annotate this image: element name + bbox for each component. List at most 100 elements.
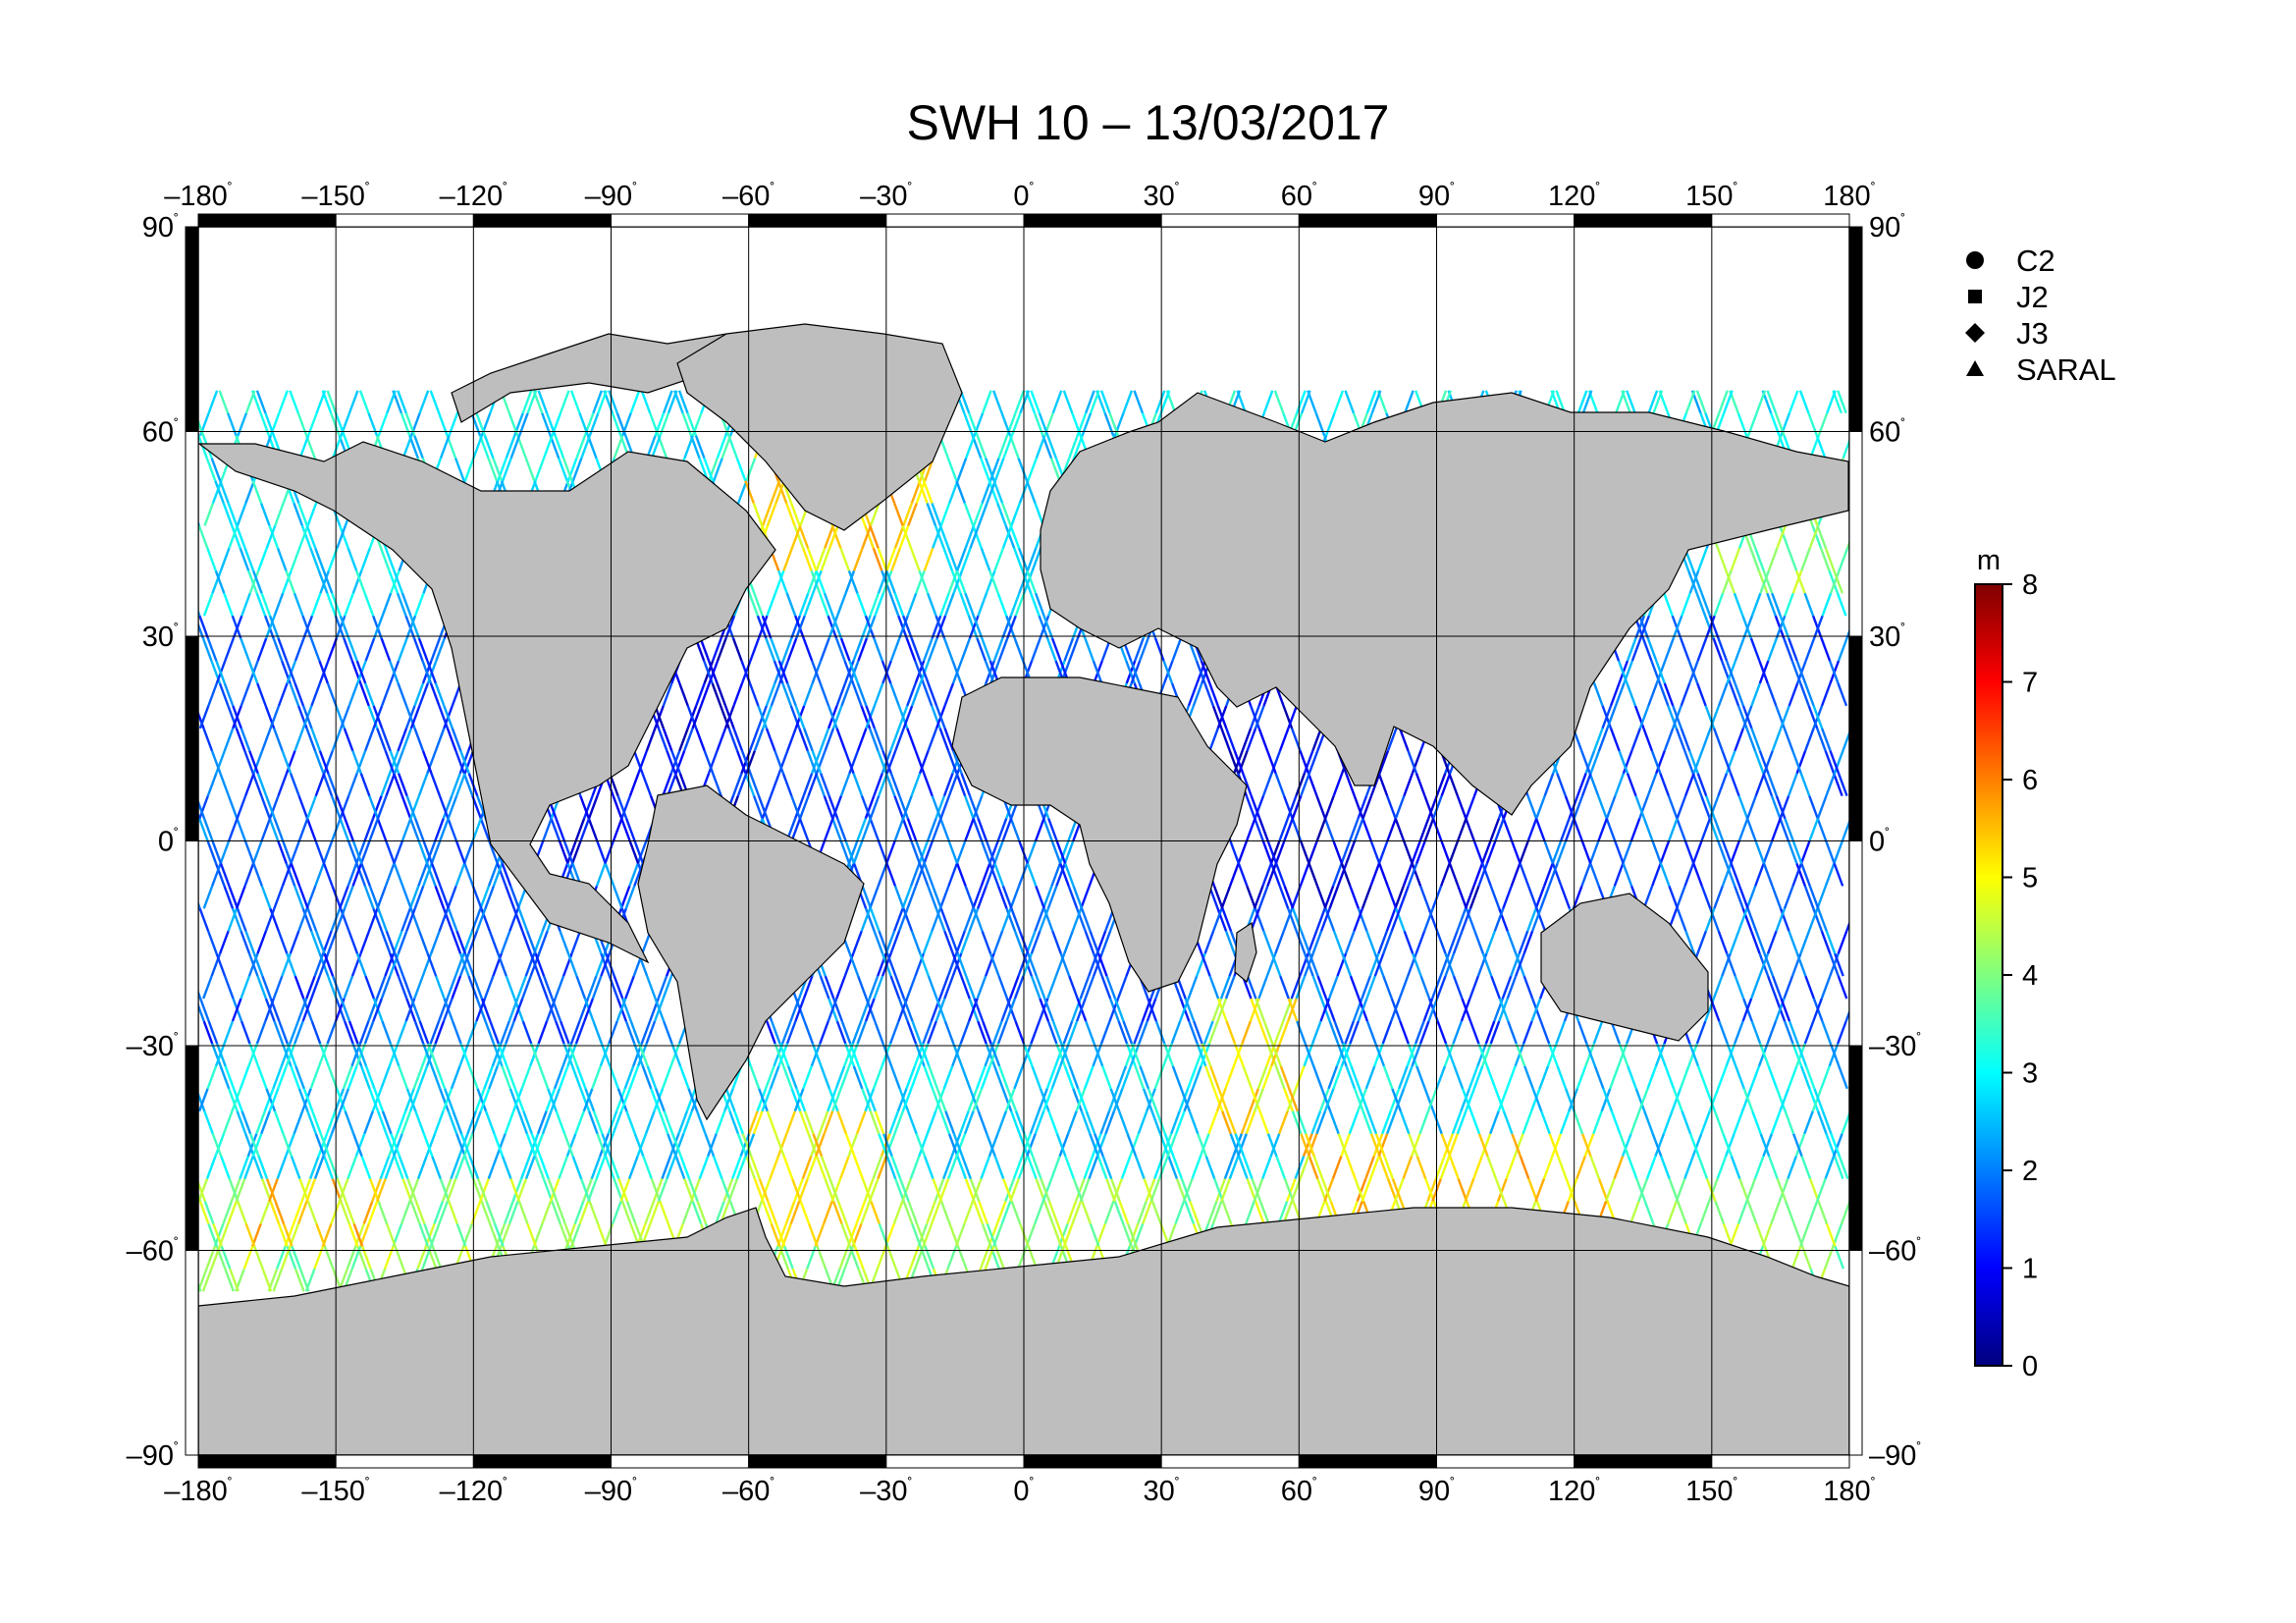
latitude-labels: 90˚ 90˚ 60˚ 60˚ 30˚ 30˚ 0˚ 0˚ –30˚ –30˚ –60˚ –60˚ –9… (127, 212, 1922, 1472)
frame-segment (1023, 213, 1162, 228)
frame-segment (335, 1454, 474, 1469)
frame-segment (1848, 431, 1863, 637)
lat-tick-label-left: –60˚ (127, 1236, 179, 1268)
frame-segment (885, 213, 1025, 228)
lon-tick-label-top: 30˚ (1144, 181, 1180, 212)
lat-tick-label-right: 60˚ (1869, 417, 1905, 449)
colorbar-tick-label: 4 (2022, 960, 2038, 992)
lon-tick-label-bottom: 30˚ (1144, 1476, 1180, 1507)
map-border (185, 213, 1863, 1469)
land-south-america (637, 784, 865, 1121)
legend-label: C2 (2016, 243, 2056, 278)
lat-tick-label-right: –30˚ (1869, 1031, 1921, 1062)
land-madagascar (1234, 921, 1257, 984)
colorbar-tick-label: 0 (2022, 1351, 2038, 1382)
frame-segment (335, 213, 474, 228)
land-australia (1540, 893, 1709, 1042)
lat-tick-label-left: –90˚ (127, 1440, 179, 1472)
lon-tick-label-top: –30˚ (860, 181, 912, 212)
frame-segment (1298, 1454, 1438, 1469)
colorbar-tick-label: 1 (2022, 1254, 2038, 1285)
land-north-america (198, 441, 776, 964)
colorbar-gradient (1974, 583, 2003, 1367)
legend-square-icon (1968, 290, 1982, 303)
frame-segment (1023, 1454, 1162, 1469)
lon-tick-label-bottom: 90˚ (1418, 1476, 1455, 1507)
swh-colorbar: m 0 1 2 3 4 5 6 7 8 (1974, 545, 2038, 1382)
frame-segment (1574, 1454, 1713, 1469)
frame-segment (1160, 1454, 1300, 1469)
legend-triangle-icon (1966, 360, 1984, 376)
frame-segment (1848, 635, 1863, 841)
frame-segment (197, 1454, 337, 1469)
lon-tick-label-top: 150˚ (1685, 181, 1737, 212)
lat-tick-label-left: 30˚ (142, 622, 179, 653)
lat-tick-label-left: 90˚ (142, 212, 179, 243)
legend-label: J3 (2016, 316, 2049, 351)
lon-tick-label-top: 0˚ (1013, 181, 1034, 212)
frame-segment (611, 213, 750, 228)
lat-tick-label-left: 0˚ (158, 827, 179, 858)
lat-tick-label-right: 30˚ (1869, 622, 1905, 653)
map-title: SWH 10 – 13/03/2017 (906, 95, 1390, 150)
colorbar-tick-label: 7 (2022, 668, 2038, 699)
legend-circle-icon (1966, 251, 1984, 269)
colorbar-tick-label: 8 (2022, 569, 2038, 601)
legend-label: J2 (2016, 280, 2049, 314)
frame-segment (1848, 1250, 1863, 1456)
lon-tick-label-top: 120˚ (1548, 181, 1600, 212)
lon-tick-label-bottom: –180˚ (164, 1476, 233, 1507)
lon-tick-label-top: 90˚ (1418, 181, 1455, 212)
frame-segment (748, 1454, 887, 1469)
frame-segment (1848, 226, 1863, 432)
legend-diamond-icon (1965, 323, 1985, 343)
lon-tick-label-top: –90˚ (585, 181, 637, 212)
colorbar-tick-label: 2 (2022, 1156, 2038, 1187)
lon-tick-label-bottom: –30˚ (860, 1476, 912, 1507)
lat-tick-label-left: –30˚ (127, 1031, 179, 1062)
frame-segment (185, 431, 199, 637)
colorbar-tick-label: 6 (2022, 765, 2038, 796)
lon-tick-label-bottom: 150˚ (1685, 1476, 1737, 1507)
lon-tick-label-top: –180˚ (164, 181, 233, 212)
frame-segment (185, 1250, 199, 1456)
land-eurasia (1040, 392, 1849, 816)
frame-segment (197, 213, 337, 228)
colorbar-tick-label: 3 (2022, 1058, 2038, 1090)
lon-tick-label-top: 180˚ (1823, 181, 1875, 212)
frame-segment (1848, 1045, 1863, 1251)
frame-segment (185, 840, 199, 1047)
frame-segment (885, 1454, 1025, 1469)
frame-segment (611, 1454, 750, 1469)
frame-segment (185, 635, 199, 841)
lon-tick-label-bottom: –60˚ (722, 1476, 774, 1507)
frame-segment (1160, 213, 1300, 228)
colorbar-unit-label: m (1977, 545, 2001, 576)
frame-segment (472, 213, 613, 228)
frame-segment (1574, 213, 1713, 228)
lat-tick-label-left: 60˚ (142, 417, 179, 449)
lon-tick-label-top: 60˚ (1281, 181, 1317, 212)
lon-tick-label-bottom: 120˚ (1548, 1476, 1600, 1507)
lon-tick-label-bottom: –90˚ (585, 1476, 637, 1507)
frame-segment (748, 213, 887, 228)
lat-tick-label-right: –90˚ (1869, 1440, 1921, 1472)
lon-tick-label-bottom: –120˚ (440, 1476, 508, 1507)
longitude-labels: –180˚ –180˚ –150˚ –150˚ –120˚ –120˚ –90˚ –90˚ –6… (164, 181, 1875, 1507)
frame-segment (1711, 1454, 1850, 1469)
lat-tick-label-right: –60˚ (1869, 1236, 1921, 1268)
lon-tick-label-top: –120˚ (440, 181, 508, 212)
frame-segment (1436, 213, 1575, 228)
legend-label: SARAL (2016, 352, 2116, 387)
land-africa (951, 676, 1248, 993)
lon-tick-label-bottom: 180˚ (1823, 1476, 1875, 1507)
frame-segment (1711, 213, 1850, 228)
lon-tick-label-top: –150˚ (301, 181, 370, 212)
frame-segment (1436, 1454, 1575, 1469)
lon-tick-label-bottom: 60˚ (1281, 1476, 1317, 1507)
frame-segment (1298, 213, 1438, 228)
lat-tick-label-right: 90˚ (1869, 212, 1905, 243)
frame-segment (185, 226, 199, 432)
